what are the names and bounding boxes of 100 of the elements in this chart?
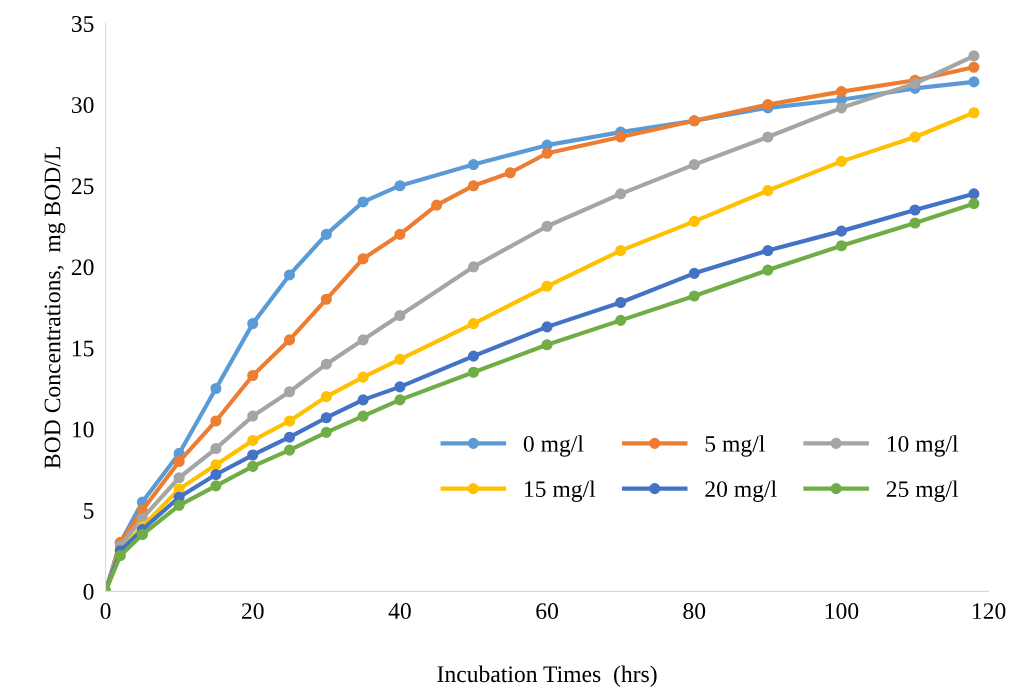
point <box>247 434 259 446</box>
point <box>615 188 627 200</box>
point <box>210 480 222 492</box>
point <box>688 290 700 302</box>
point <box>357 253 369 265</box>
point <box>431 199 443 211</box>
point <box>114 550 126 562</box>
y-tick-label: 35 <box>71 16 94 32</box>
point <box>136 528 148 541</box>
point <box>283 386 296 398</box>
point <box>210 442 222 455</box>
point <box>210 459 222 471</box>
point <box>835 240 847 252</box>
y-tick-label: 20 <box>71 259 94 276</box>
point <box>835 155 847 167</box>
point <box>357 196 369 208</box>
point <box>467 318 480 330</box>
point <box>247 410 259 422</box>
point <box>467 261 480 273</box>
point <box>173 499 185 511</box>
point <box>247 318 259 330</box>
point <box>541 321 553 333</box>
point <box>357 394 369 406</box>
point <box>173 472 185 484</box>
point <box>835 102 847 114</box>
point <box>320 391 332 403</box>
point <box>541 280 553 292</box>
point <box>968 197 980 210</box>
point <box>247 449 259 461</box>
point <box>968 188 980 200</box>
y-tick-label: 5 <box>84 502 94 519</box>
point <box>320 426 332 438</box>
point <box>394 309 406 322</box>
x-axis-title: Incubation Times (hrs) <box>437 665 657 687</box>
point <box>394 381 406 393</box>
point <box>688 215 700 227</box>
point <box>909 131 921 143</box>
point <box>283 334 296 346</box>
point <box>357 371 369 383</box>
point <box>762 264 774 276</box>
point <box>688 267 700 279</box>
point <box>615 296 627 309</box>
point <box>541 220 553 232</box>
point <box>357 410 369 422</box>
y-tick-label: 15 <box>72 340 94 357</box>
legend-label: 25 mg/l <box>886 480 959 502</box>
point <box>394 394 406 406</box>
point <box>283 431 296 443</box>
point <box>210 468 222 481</box>
point <box>320 228 332 240</box>
point <box>968 50 980 62</box>
point <box>283 415 296 427</box>
point <box>320 412 332 424</box>
point <box>762 245 774 257</box>
point <box>762 131 774 143</box>
point <box>467 159 480 171</box>
point <box>688 159 700 171</box>
y-tick-label: 30 <box>71 97 94 114</box>
point <box>357 334 369 346</box>
point <box>615 131 627 143</box>
point <box>467 180 480 192</box>
x-tick-label: 0 <box>100 603 111 620</box>
point <box>504 167 516 179</box>
point <box>835 225 847 237</box>
point <box>283 269 296 281</box>
x-tick-label: 60 <box>536 603 558 620</box>
point <box>320 293 332 305</box>
point <box>968 76 980 88</box>
legend-label: 10 mg/l <box>887 435 959 457</box>
y-tick-label: 0 <box>83 583 94 600</box>
legend-label: 5 mg/l <box>705 435 765 457</box>
point <box>467 350 480 362</box>
x-tick-label: 40 <box>388 603 411 620</box>
point <box>320 358 332 370</box>
point <box>247 369 259 382</box>
point <box>283 444 296 456</box>
x-tick-label: 100 <box>825 603 859 620</box>
point <box>909 77 921 90</box>
point <box>615 245 627 257</box>
y-tick-label: 10 <box>72 421 94 438</box>
point <box>968 61 980 73</box>
y-axis-title: BOD Concentrations, mg BOD/L <box>44 147 66 469</box>
point <box>615 314 627 326</box>
point <box>210 382 222 395</box>
point <box>173 455 185 468</box>
point <box>541 339 553 351</box>
point <box>467 366 480 378</box>
point <box>394 228 406 240</box>
point <box>968 107 980 119</box>
x-tick-label: 120 <box>972 603 1006 620</box>
point <box>762 185 774 197</box>
y-tick-label: 25 <box>71 178 94 195</box>
point <box>909 204 921 216</box>
point <box>909 217 921 229</box>
point <box>541 147 553 159</box>
point <box>210 415 222 427</box>
point <box>835 86 847 98</box>
legend-label: 15 mg/l <box>524 480 596 502</box>
legend-label: 20 mg/l <box>705 480 777 502</box>
point <box>394 353 406 365</box>
